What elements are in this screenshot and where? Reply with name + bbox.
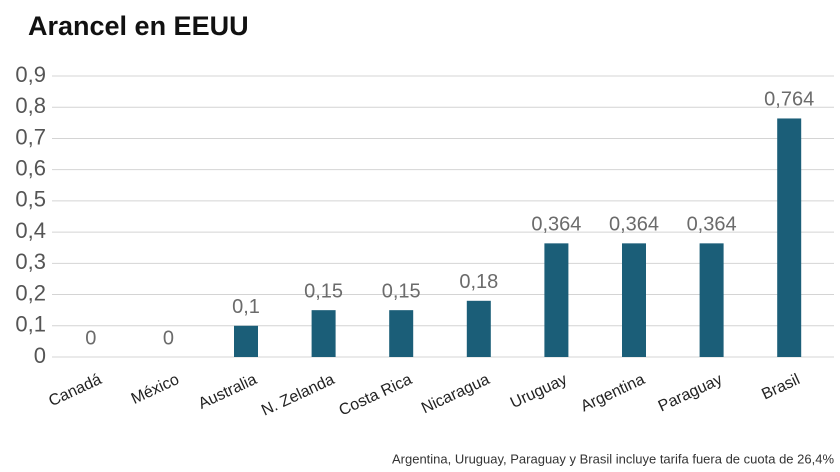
y-tick-label: 0 <box>34 343 46 368</box>
bar <box>389 310 414 357</box>
x-tick-label: Paraguay <box>656 371 725 415</box>
bar <box>234 325 258 357</box>
bar <box>699 243 724 357</box>
x-tick-label: Nicaragua <box>419 371 492 417</box>
value-label: 0 <box>163 327 174 349</box>
x-tick-label: Australia <box>196 371 260 413</box>
y-tick-label: 0,1 <box>15 312 46 337</box>
x-tick-label: N. Zelanda <box>259 371 337 420</box>
y-tick-label: 0,4 <box>15 218 46 243</box>
x-tick-label: Brasil <box>759 371 802 403</box>
x-tick-label: Uruguay <box>508 371 570 412</box>
value-label: 0,364 <box>609 214 659 236</box>
bar <box>777 118 802 357</box>
value-label: 0,15 <box>382 280 421 302</box>
y-tick-label: 0,2 <box>15 280 46 305</box>
y-tick-label: 0,8 <box>15 93 46 118</box>
bar <box>544 243 569 357</box>
bar <box>311 310 336 357</box>
value-label: 0,364 <box>531 214 581 236</box>
value-label: 0,1 <box>232 296 260 318</box>
x-tick-label: Canadá <box>46 371 104 410</box>
x-tick-label: México <box>129 371 182 408</box>
annotation: Argentina, Uruguay, Paraguay y Brasil in… <box>392 451 834 466</box>
y-tick-label: 0,9 <box>15 62 46 87</box>
chart-title: Arancel en EEUU <box>28 11 249 41</box>
y-tick-label: 0,5 <box>15 187 46 212</box>
value-label: 0,764 <box>764 89 814 111</box>
bar <box>466 300 491 357</box>
bar <box>622 243 646 357</box>
y-tick-label: 0,7 <box>15 124 46 149</box>
value-label: 0,15 <box>304 280 343 302</box>
y-tick-label: 0,3 <box>15 249 46 274</box>
value-label: 0,18 <box>459 271 498 293</box>
x-tick-label: Costa Rica <box>337 371 415 420</box>
value-label: 0,364 <box>687 214 737 236</box>
value-label: 0 <box>85 327 96 349</box>
y-tick-label: 0,6 <box>15 155 46 180</box>
x-tick-label: Argentina <box>578 371 647 415</box>
